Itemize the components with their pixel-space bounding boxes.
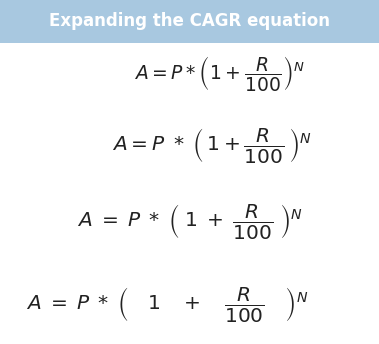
Text: $A = P * \left(1 + \dfrac{R}{100}\right)^{N}$: $A = P * \left(1 + \dfrac{R}{100}\right)… [135, 54, 305, 94]
Text: Expanding the CAGR equation: Expanding the CAGR equation [49, 12, 330, 31]
FancyBboxPatch shape [0, 0, 379, 43]
Text: $A\;=\;P\;*\;\left(\quad 1\quad +\quad \dfrac{R}{100}\quad\right)^{N}$: $A\;=\;P\;*\;\left(\quad 1\quad +\quad \… [26, 285, 308, 324]
Text: $A\;=\;P\;*\;\left(\;1\;+\;\dfrac{R}{100}\;\right)^{N}$: $A\;=\;P\;*\;\left(\;1\;+\;\dfrac{R}{100… [77, 202, 302, 241]
Text: $A = P\;*\;\left(\,1 + \dfrac{R}{100}\,\right)^{N}$: $A = P\;*\;\left(\,1 + \dfrac{R}{100}\,\… [113, 126, 312, 165]
